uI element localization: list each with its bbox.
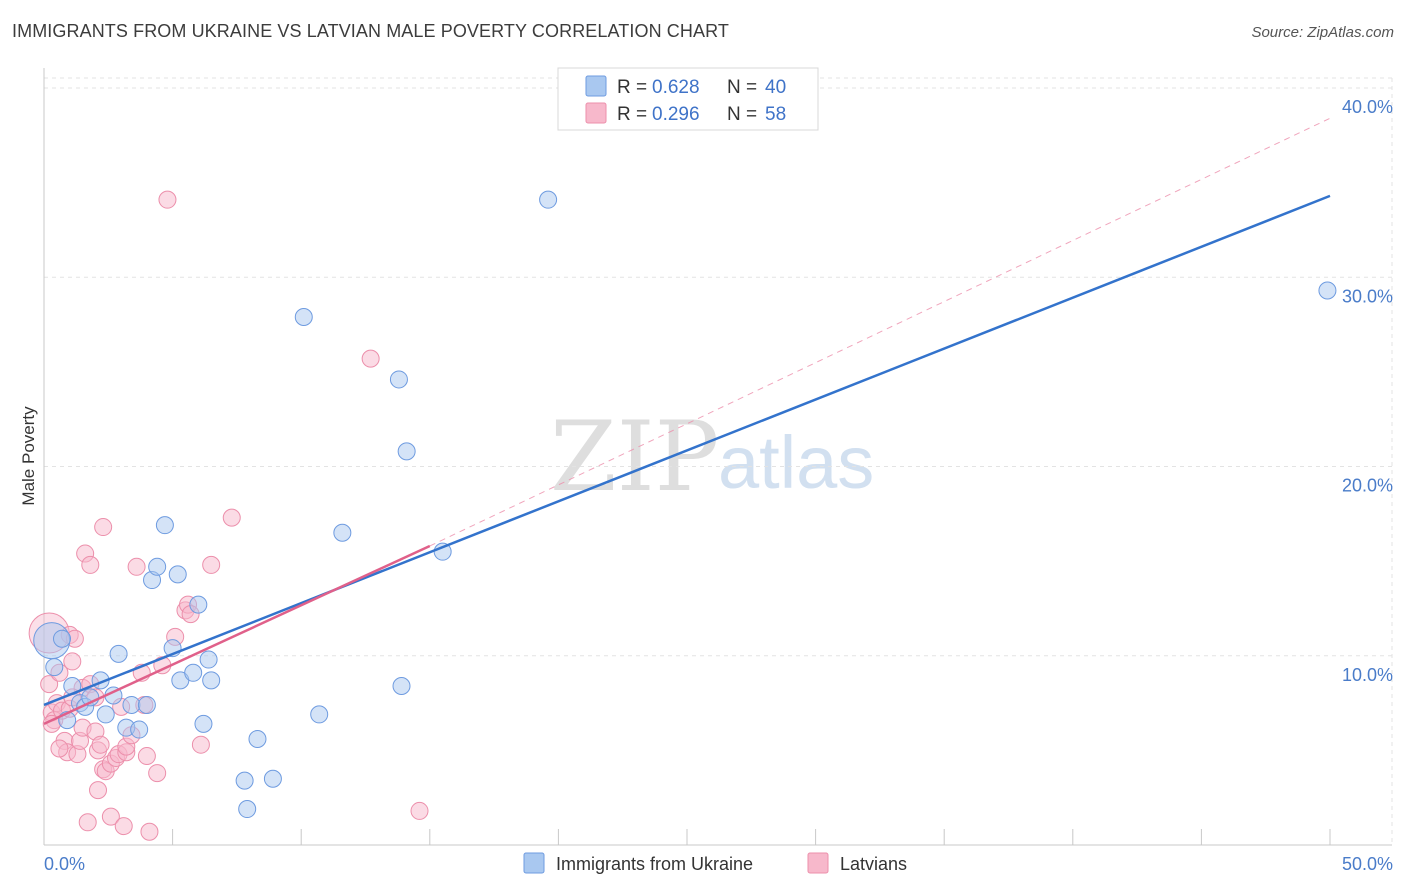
legend-r-value-1: 0.628 (652, 77, 700, 98)
y-tick-label-30: 30.0% (1342, 286, 1393, 306)
latvians-point-34 (114, 817, 133, 836)
ukraine-point-34 (389, 370, 408, 389)
latvians-trend-extension (429, 117, 1331, 547)
latvians-point-52 (222, 508, 241, 527)
latvians-point-1 (40, 675, 59, 694)
ukraine-point-2 (53, 629, 72, 648)
ukraine-point-30 (263, 769, 282, 788)
latvians-point-30 (101, 807, 120, 826)
latvians-point-26 (91, 735, 110, 754)
legend-n-value-1: 40 (765, 77, 786, 98)
ukraine-point-20 (168, 565, 187, 584)
ukraine-point-26 (202, 671, 221, 690)
latvians-point-56 (50, 739, 69, 758)
source-credit: Source: ZipAtlas.com (1251, 24, 1394, 41)
ukraine-point-23 (189, 595, 208, 614)
ukraine-point-14 (130, 720, 149, 739)
latvians-point-41 (137, 747, 156, 766)
ukraine-point-33 (333, 523, 352, 542)
ukraine-point-27 (235, 771, 254, 790)
ukraine-point-24 (194, 714, 213, 733)
y-tick-label-40: 40.0% (1342, 97, 1393, 117)
legend-r-value-2: 0.296 (652, 104, 700, 125)
ukraine-point-11 (109, 644, 128, 663)
ukraine-point-1 (45, 658, 64, 677)
bottom-legend-label-latvians: Latvians (840, 854, 907, 874)
legend-swatch-latvians (585, 102, 607, 124)
y-axis-label: Male Poverty (19, 406, 38, 506)
latvians-point-20 (81, 555, 100, 574)
ukraine-point-15 (137, 695, 156, 714)
latvians-point-18 (78, 813, 97, 832)
latvians-point-50 (191, 735, 210, 754)
latvians-point-53 (361, 349, 380, 368)
bottom-legend-swatch-ukraine (523, 852, 545, 874)
ukraine-point-36 (397, 442, 416, 461)
x-tick-label-max: 50.0% (1342, 854, 1393, 874)
legend-r-label-2: R = (617, 104, 647, 125)
legend-swatch-ukraine (585, 75, 607, 97)
ukraine-point-28 (248, 730, 267, 749)
latvians-trend-line (43, 544, 431, 726)
ukraine-point-35 (392, 677, 411, 696)
ukraine-point-39 (1318, 281, 1337, 300)
bottom-legend-label-ukraine: Immigrants from Ukraine (556, 854, 753, 874)
watermark-atlas: atlas (718, 421, 874, 504)
x-ticks (43, 829, 1331, 845)
latvians-point-25 (94, 518, 113, 537)
ukraine-trend-line (43, 194, 1331, 707)
ukraine-point-22 (184, 663, 203, 682)
bottom-legend-swatch-latvians (807, 852, 829, 874)
ukraine-point-17 (148, 557, 167, 576)
x-tick-labels: 0.0% 50.0% (44, 854, 1393, 874)
y-tick-label-10: 10.0% (1342, 665, 1393, 685)
ukraine-points (33, 190, 1337, 819)
legend-n-label-2: N = (727, 104, 757, 125)
ukraine-point-29 (238, 800, 257, 819)
ukraine-point-31 (294, 307, 313, 326)
latvians-point-23 (89, 781, 108, 800)
ukraine-point-9 (96, 705, 115, 724)
y-tick-label-20: 20.0% (1342, 476, 1393, 496)
stats-legend: R = 0.628 N = 40 R = 0.296 N = 58 (557, 67, 819, 131)
legend-n-label-1: N = (727, 77, 757, 98)
latvians-point-54 (410, 801, 429, 820)
ukraine-point-25 (199, 650, 218, 669)
watermark-zip: ZIP (550, 401, 719, 513)
ukraine-point-13 (122, 695, 141, 714)
ukraine-point-18 (155, 516, 174, 535)
trend-lines (43, 117, 1331, 726)
ukraine-point-38 (539, 190, 558, 209)
legend-n-value-2: 58 (765, 104, 786, 125)
latvians-point-11 (63, 652, 82, 671)
latvians-point-43 (148, 764, 167, 783)
latvians-point-51 (202, 555, 221, 574)
y-tick-labels: 10.0% 20.0% 30.0% 40.0% (1342, 97, 1393, 685)
chart-title: IMMIGRANTS FROM UKRAINE VS LATVIAN MALE … (12, 21, 729, 41)
latvians-points (28, 190, 429, 841)
latvians-point-42 (140, 822, 159, 841)
latvians-point-38 (127, 557, 146, 576)
series-legend: Immigrants from Ukraine Latvians (523, 852, 907, 874)
legend-r-label-1: R = (617, 77, 647, 98)
latvians-point-45 (158, 190, 177, 209)
ukraine-point-32 (310, 705, 329, 724)
x-tick-label-min: 0.0% (44, 854, 85, 874)
